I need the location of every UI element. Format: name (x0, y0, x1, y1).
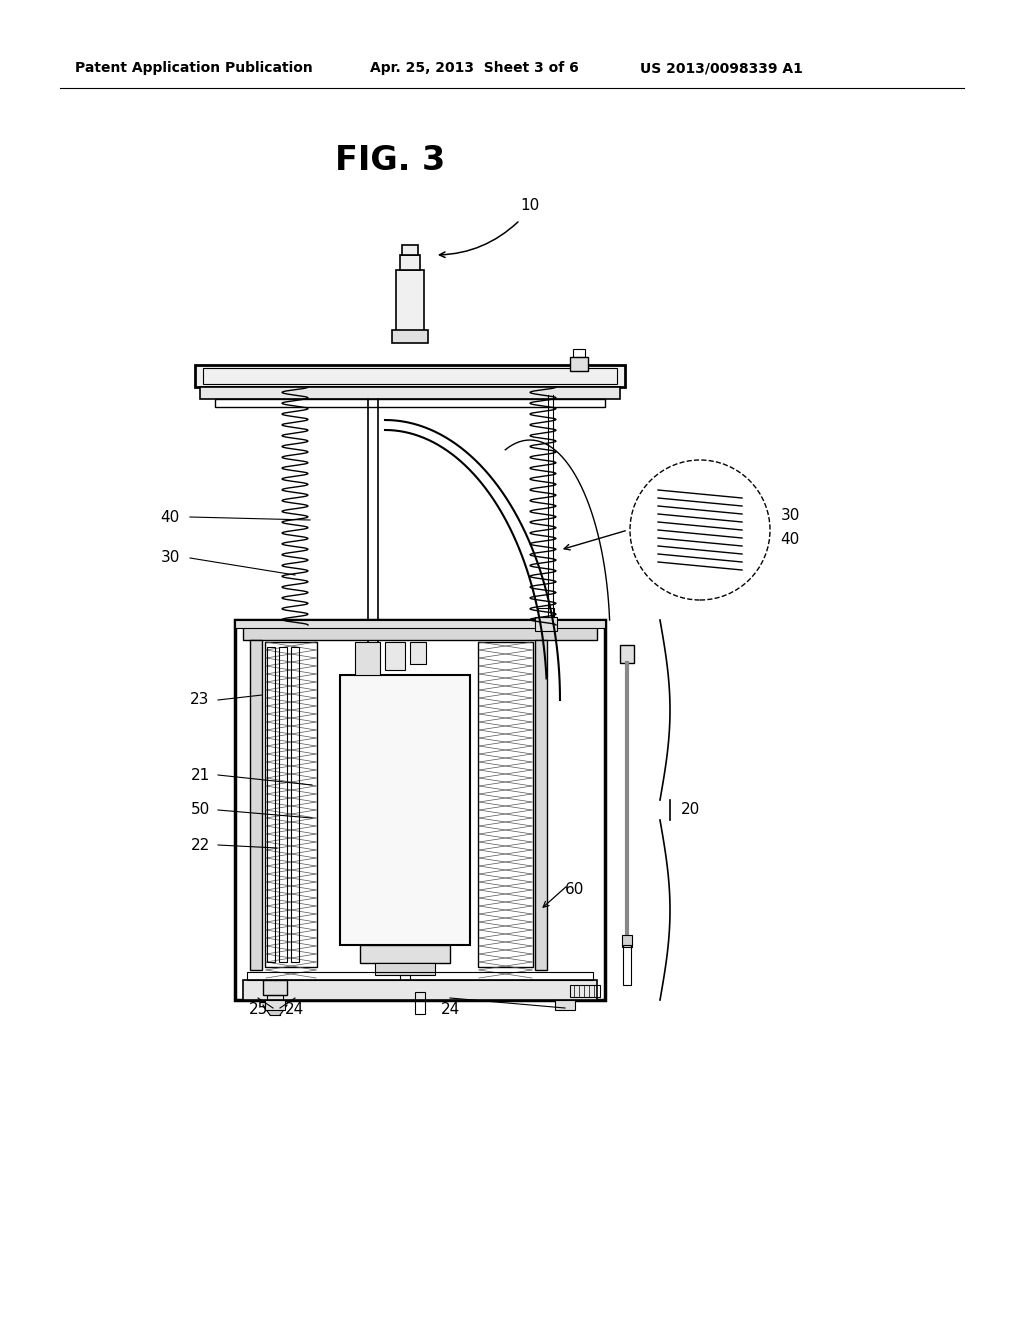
Bar (622, 935, 632, 946)
Bar (291, 647, 299, 962)
Text: 22: 22 (190, 837, 210, 853)
Text: Patent Application Publication: Patent Application Publication (75, 61, 312, 75)
Bar (247, 972, 593, 979)
Text: Apr. 25, 2013  Sheet 3 of 6: Apr. 25, 2013 Sheet 3 of 6 (370, 61, 579, 75)
Bar (250, 640, 262, 970)
Bar (265, 642, 317, 968)
Bar (410, 642, 426, 664)
Bar (195, 366, 625, 387)
Text: 60: 60 (565, 883, 585, 898)
Bar (243, 620, 597, 640)
Bar (265, 1001, 285, 1010)
Bar (355, 642, 380, 675)
Bar (538, 609, 554, 616)
Text: 23: 23 (190, 693, 210, 708)
Bar (200, 387, 620, 399)
Bar (570, 985, 600, 997)
Bar (623, 945, 631, 985)
Bar (234, 620, 605, 628)
Text: 40: 40 (780, 532, 800, 548)
Text: 40: 40 (161, 510, 179, 524)
Bar (392, 330, 428, 343)
Bar (415, 993, 425, 1014)
Bar (402, 246, 418, 255)
Text: 24: 24 (440, 1002, 460, 1018)
Bar (478, 642, 534, 968)
Bar (360, 945, 450, 964)
Bar (570, 356, 588, 371)
Bar (215, 399, 605, 407)
Text: 30: 30 (780, 507, 800, 523)
Text: 21: 21 (190, 767, 210, 783)
Bar (555, 1001, 575, 1010)
Bar (279, 647, 287, 962)
Polygon shape (263, 1005, 287, 1015)
Text: 20: 20 (680, 803, 699, 817)
Bar (400, 975, 410, 1001)
Bar (573, 348, 585, 356)
Text: 50: 50 (190, 803, 210, 817)
Bar (396, 271, 424, 335)
Bar (620, 645, 634, 663)
Bar (263, 979, 287, 995)
Bar (243, 979, 597, 1001)
Bar (340, 675, 470, 945)
Bar (535, 640, 547, 970)
Bar (385, 642, 406, 671)
Text: 30: 30 (161, 550, 179, 565)
Bar (267, 995, 283, 1005)
Bar (400, 255, 420, 271)
Text: US 2013/0098339 A1: US 2013/0098339 A1 (640, 61, 803, 75)
Bar (203, 368, 617, 384)
Bar (535, 616, 557, 631)
Text: FIG. 3: FIG. 3 (335, 144, 445, 177)
Text: 24: 24 (286, 1002, 304, 1018)
Bar (267, 647, 275, 962)
Text: 10: 10 (520, 198, 540, 213)
Text: 25: 25 (249, 1002, 267, 1018)
Bar (234, 620, 605, 1001)
Bar (375, 964, 435, 975)
